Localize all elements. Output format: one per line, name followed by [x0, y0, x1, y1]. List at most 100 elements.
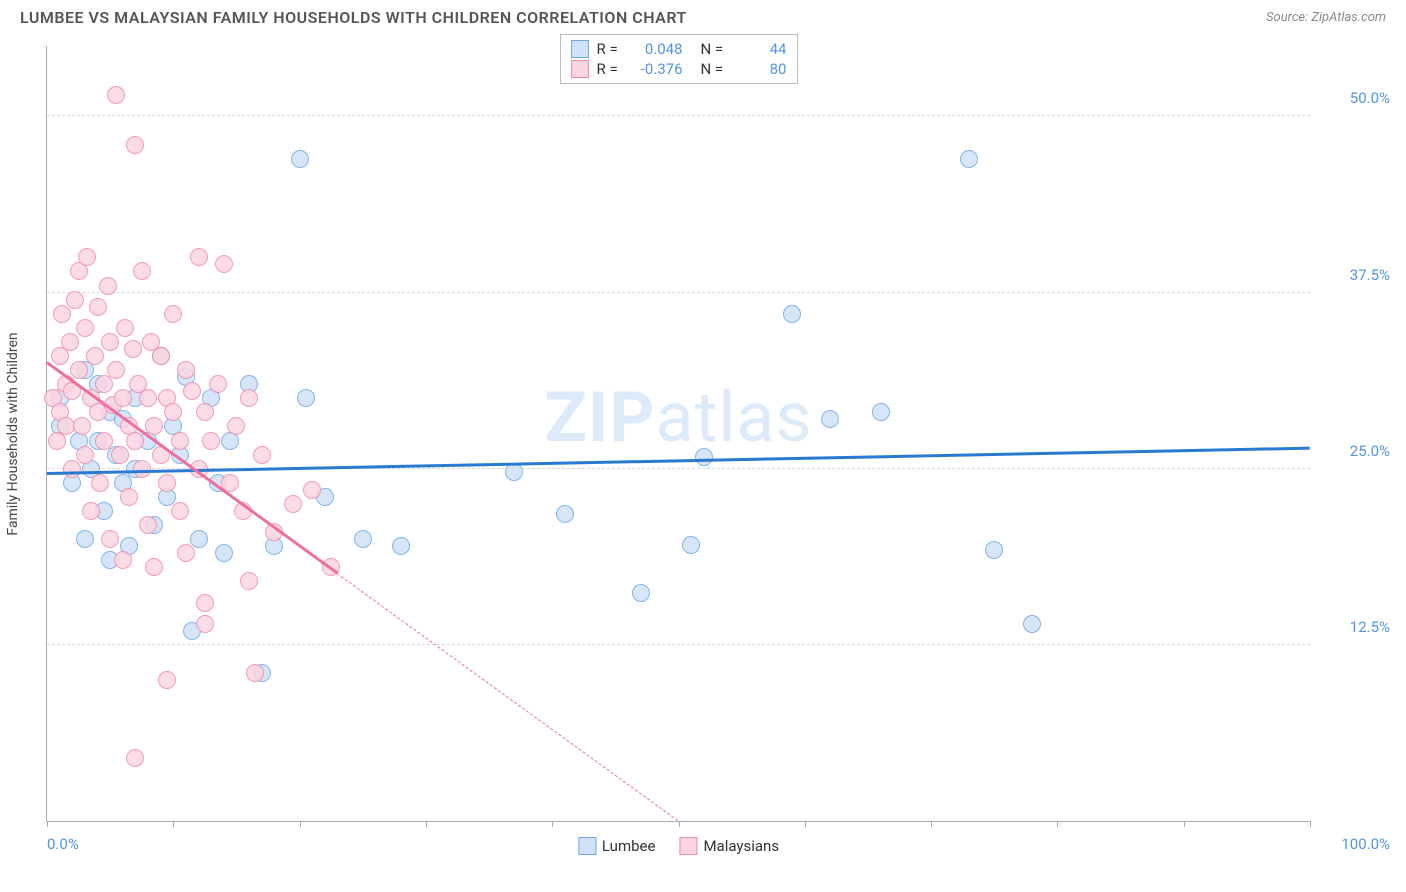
scatter-point: [101, 333, 119, 351]
scatter-point: [354, 530, 372, 548]
scatter-point: [240, 389, 258, 407]
x-tick: [47, 821, 48, 827]
scatter-point: [303, 481, 321, 499]
scatter-point: [297, 389, 315, 407]
scatter-point: [82, 502, 100, 520]
scatter-point: [783, 305, 801, 323]
scatter-chart: ZIPatlas Family Households with Children…: [46, 46, 1310, 822]
scatter-point: [114, 551, 132, 569]
scatter-point: [66, 291, 84, 309]
scatter-point: [183, 382, 201, 400]
scatter-point: [240, 572, 258, 590]
source-credit: Source: ZipAtlas.com: [1266, 10, 1386, 25]
scatter-point: [960, 150, 978, 168]
scatter-point: [139, 516, 157, 534]
scatter-point: [171, 502, 189, 520]
y-tick-label: 37.5%: [1320, 266, 1390, 284]
scatter-point: [190, 248, 208, 266]
scatter-point: [116, 319, 134, 337]
scatter-point: [111, 446, 129, 464]
chart-title: LUMBEE VS MALAYSIAN FAMILY HOUSEHOLDS WI…: [20, 8, 687, 27]
scatter-point: [57, 417, 75, 435]
stat-label: R =: [597, 60, 623, 78]
scatter-point: [215, 544, 233, 562]
scatter-point: [177, 544, 195, 562]
watermark: ZIPatlas: [544, 377, 812, 459]
scatter-point: [253, 446, 271, 464]
legend-swatch: [679, 837, 697, 855]
scatter-point: [196, 615, 214, 633]
scatter-point: [291, 150, 309, 168]
scatter-point: [164, 403, 182, 421]
scatter-point: [76, 446, 94, 464]
scatter-point: [190, 530, 208, 548]
scatter-point: [95, 375, 113, 393]
x-axis-label: 100.0%: [1341, 835, 1390, 853]
scatter-point: [107, 86, 125, 104]
legend-label: Lumbee: [602, 837, 656, 855]
scatter-point: [209, 375, 227, 393]
scatter-point: [556, 505, 574, 523]
scatter-point: [246, 664, 264, 682]
scatter-point: [196, 403, 214, 421]
scatter-point: [158, 474, 176, 492]
gridline: [47, 115, 1310, 116]
stat-label: N =: [701, 60, 727, 78]
scatter-point: [63, 460, 81, 478]
scatter-point: [99, 277, 117, 295]
trend-line: [337, 573, 679, 821]
x-axis-label: 0.0%: [47, 835, 79, 853]
scatter-point: [392, 537, 410, 555]
series-legend: Lumbee Malaysians: [578, 837, 779, 855]
x-tick: [552, 821, 553, 827]
legend-label: Malaysians: [703, 837, 779, 855]
x-tick: [1184, 821, 1185, 827]
scatter-point: [177, 361, 195, 379]
x-tick: [679, 821, 680, 827]
n-value: 44: [735, 40, 787, 58]
scatter-point: [124, 340, 142, 358]
scatter-point: [1023, 615, 1041, 633]
scatter-point: [86, 347, 104, 365]
scatter-point: [114, 389, 132, 407]
r-value: -0.376: [631, 60, 683, 78]
y-tick-label: 50.0%: [1320, 89, 1390, 107]
scatter-point: [821, 410, 839, 428]
correlation-legend-row: R = 0.048 N = 44: [571, 39, 787, 59]
scatter-point: [202, 432, 220, 450]
trend-line: [47, 447, 1310, 475]
scatter-point: [95, 432, 113, 450]
stat-label: R =: [597, 40, 623, 58]
legend-swatch: [571, 60, 589, 78]
legend-swatch: [571, 40, 589, 58]
scatter-point: [695, 448, 713, 466]
scatter-point: [152, 347, 170, 365]
scatter-point: [164, 305, 182, 323]
gridline: [47, 644, 1310, 645]
scatter-point: [78, 248, 96, 266]
scatter-point: [61, 333, 79, 351]
x-tick: [931, 821, 932, 827]
x-tick: [173, 821, 174, 827]
scatter-point: [985, 541, 1003, 559]
scatter-point: [196, 594, 214, 612]
scatter-point: [145, 558, 163, 576]
x-tick: [805, 821, 806, 827]
scatter-point: [73, 417, 91, 435]
x-tick: [426, 821, 427, 827]
correlation-legend-row: R = -0.376 N = 80: [571, 59, 787, 79]
scatter-point: [126, 136, 144, 154]
legend-swatch: [578, 837, 596, 855]
scatter-point: [101, 530, 119, 548]
y-axis-title: Family Households with Children: [5, 332, 21, 535]
scatter-point: [133, 262, 151, 280]
r-value: 0.048: [631, 40, 683, 58]
scatter-point: [632, 584, 650, 602]
x-tick: [300, 821, 301, 827]
n-value: 80: [735, 60, 787, 78]
scatter-point: [158, 671, 176, 689]
scatter-point: [227, 417, 245, 435]
x-tick: [1057, 821, 1058, 827]
scatter-point: [682, 536, 700, 554]
stat-label: N =: [701, 40, 727, 58]
